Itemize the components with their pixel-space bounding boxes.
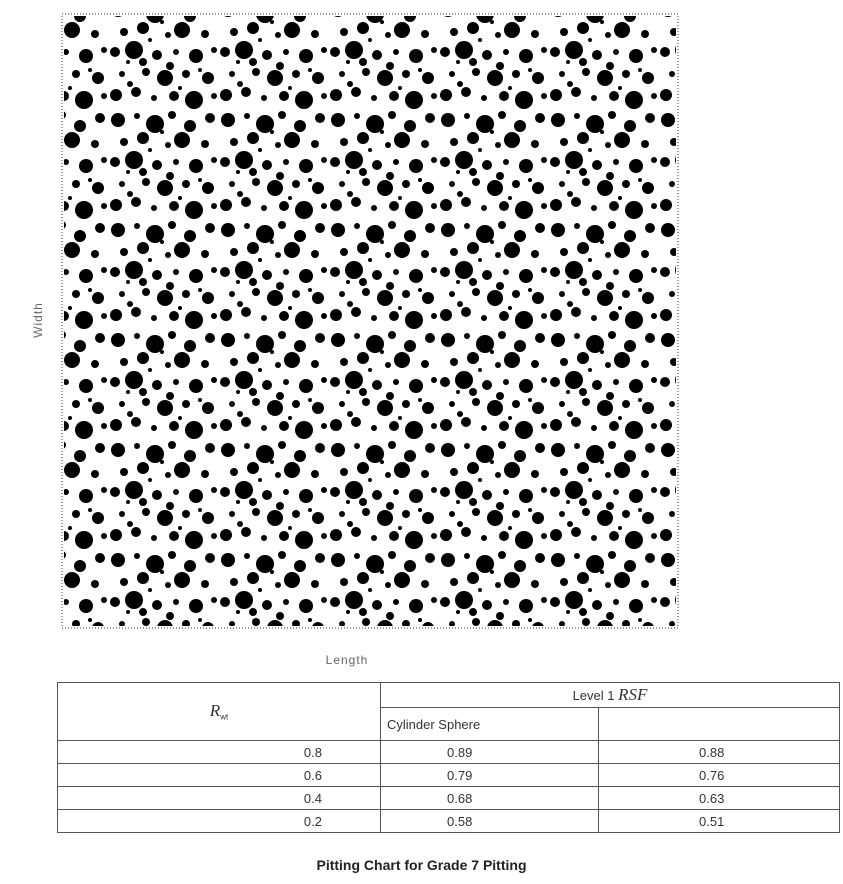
table-cell: 0.76 — [599, 764, 840, 787]
r-symbol: R — [210, 701, 220, 720]
table-cell: 0.89 — [381, 741, 599, 764]
table-cell: 0.63 — [599, 787, 840, 810]
pitting-figure: Width Length — [0, 0, 843, 680]
pit-pattern — [64, 16, 676, 626]
level-header: Level 1 RSF — [381, 683, 840, 708]
table-cell: 0.58 — [381, 810, 599, 833]
level-text: Level 1 — [573, 688, 615, 703]
r-subscript: wt — [220, 713, 228, 722]
caption: Pitting Chart for Grade 7 Pitting — [0, 857, 843, 873]
empty-cell — [599, 708, 840, 741]
rsf-text: RSF — [618, 685, 647, 704]
table-cell: 0.79 — [381, 764, 599, 787]
table-cell: 0.4 — [58, 787, 381, 810]
table-cell: 0.6 — [58, 764, 381, 787]
page: Width Length Rwt Level 1 RSF Cylinder Sp… — [0, 0, 843, 884]
sub-column-header: Cylinder Sphere — [381, 708, 599, 741]
y-label: Width — [31, 302, 45, 338]
table-cell: 0.68 — [381, 787, 599, 810]
table-cell: 0.88 — [599, 741, 840, 764]
table-cell: 0.51 — [599, 810, 840, 833]
table-cell: 0.8 — [58, 741, 381, 764]
r-header: Rwt — [58, 683, 381, 741]
x-label: Length — [326, 653, 369, 667]
table-cell: 0.2 — [58, 810, 381, 833]
